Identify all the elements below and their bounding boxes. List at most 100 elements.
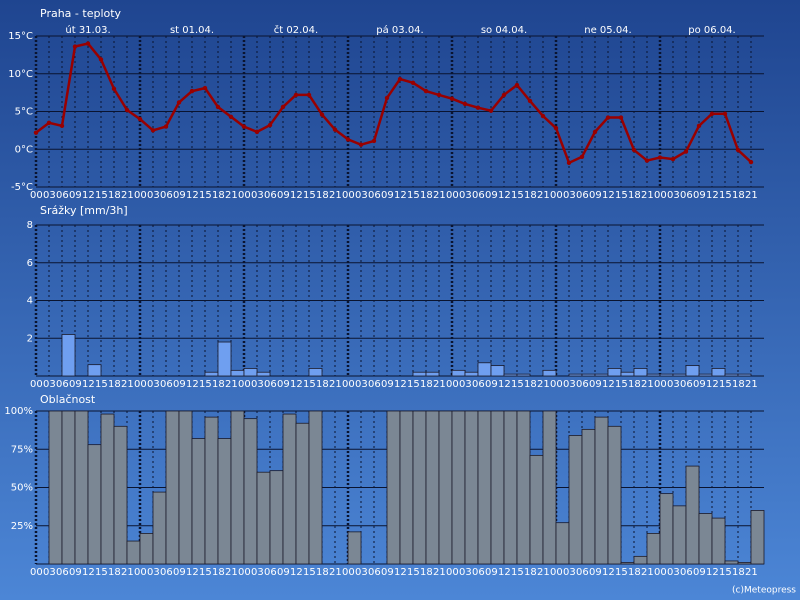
x-tick-label: 03 xyxy=(667,379,680,390)
temperature-point xyxy=(176,100,182,105)
x-tick-label: 03 xyxy=(355,567,368,578)
y-tick-label: 8 xyxy=(27,220,33,231)
day-label: čt 02.04. xyxy=(274,24,318,36)
x-tick-label: 15 xyxy=(719,379,732,390)
day-label: so 04.04. xyxy=(481,25,527,36)
x-tick-label: 15 xyxy=(303,379,316,390)
y-tick-label: 6 xyxy=(27,258,33,269)
x-tick-label: 15 xyxy=(511,567,524,578)
x-tick-label: 09 xyxy=(693,379,706,390)
bar xyxy=(139,533,154,565)
temperature-point xyxy=(423,88,429,94)
temperature-point xyxy=(358,142,364,147)
x-tick-label: 06 xyxy=(264,190,277,201)
bar xyxy=(490,365,505,377)
bar xyxy=(555,522,570,565)
temperature-point xyxy=(540,113,546,119)
x-tick-label: 03 xyxy=(147,379,160,390)
x-tick-label: 03 xyxy=(459,190,472,201)
x-tick-label: 18 xyxy=(420,379,433,390)
chart-title: Srážky [mm/3h] xyxy=(40,204,128,217)
x-tick-label: 12 xyxy=(706,379,719,390)
x-tick-label: 03 xyxy=(667,567,680,578)
x-tick-label: 03 xyxy=(355,379,368,390)
bar xyxy=(87,444,102,565)
temperature-point xyxy=(709,111,715,116)
x-tick-label: 12 xyxy=(394,190,407,201)
bar xyxy=(568,435,583,565)
day-label: po 06.04. xyxy=(688,25,735,36)
x-tick-label: 12 xyxy=(706,190,719,201)
bar xyxy=(698,373,713,377)
chart-title: Praha - teploty xyxy=(40,7,122,20)
bar xyxy=(737,373,752,377)
x-tick-label: 03 xyxy=(563,379,576,390)
x-tick-label: 18 xyxy=(732,379,745,390)
x-tick-label: 03 xyxy=(147,190,160,201)
bar xyxy=(269,470,284,565)
bar xyxy=(100,413,115,565)
temperature-point xyxy=(189,88,195,94)
x-tick-label: 06 xyxy=(56,567,69,578)
bar xyxy=(646,373,661,377)
temperature-point xyxy=(150,128,156,133)
temperature-point xyxy=(33,130,39,135)
bar xyxy=(568,373,583,377)
x-tick-label: 21 xyxy=(537,379,550,390)
bar xyxy=(61,334,76,377)
bar xyxy=(685,365,700,377)
x-tick-label: 00 xyxy=(550,190,563,201)
x-tick-label: 00 xyxy=(238,567,251,578)
temperature-point xyxy=(488,108,494,113)
bar xyxy=(646,533,661,565)
x-tick-label: 18 xyxy=(316,190,329,201)
bar xyxy=(204,416,219,565)
temperature-point xyxy=(462,101,468,107)
x-tick-label: 09 xyxy=(693,567,706,578)
x-tick-label: 06 xyxy=(368,190,381,201)
temperature-point xyxy=(98,57,104,62)
x-tick-label: 15 xyxy=(719,567,732,578)
x-tick-label: 00 xyxy=(550,567,563,578)
x-tick-label: 21 xyxy=(329,379,342,390)
x-tick-label: 21 xyxy=(225,190,238,201)
x-tick-label: 12 xyxy=(394,379,407,390)
x-tick-label: 09 xyxy=(485,190,498,201)
bar xyxy=(126,540,141,565)
x-tick-label: 18 xyxy=(628,379,641,390)
x-tick-label: 06 xyxy=(472,190,485,201)
temperature-point xyxy=(345,137,351,142)
temperature-point xyxy=(85,41,91,46)
temperature-point xyxy=(46,120,52,126)
x-tick-label: 18 xyxy=(212,567,225,578)
x-tick-label: 12 xyxy=(498,567,511,578)
x-tick-label: 00 xyxy=(446,379,459,390)
x-tick-label: 12 xyxy=(186,379,199,390)
x-tick-label: 06 xyxy=(56,379,69,390)
bar xyxy=(451,369,466,377)
x-tick-label: 06 xyxy=(160,567,173,578)
y-tick-label: 75% xyxy=(11,444,33,455)
bar xyxy=(464,410,479,565)
bar xyxy=(711,368,726,377)
bar xyxy=(412,410,427,565)
x-tick-label: 00 xyxy=(342,567,355,578)
x-tick-label: 15 xyxy=(615,190,628,201)
temperature-point xyxy=(384,95,390,101)
x-tick-label: 06 xyxy=(680,379,693,390)
bar xyxy=(425,410,440,565)
x-tick-label: 21 xyxy=(329,567,342,578)
x-tick-label: 00 xyxy=(342,379,355,390)
x-tick-label: 12 xyxy=(186,190,199,201)
x-tick-label: 03 xyxy=(459,379,472,390)
x-tick-label: 00 xyxy=(654,567,667,578)
x-tick-label: 18 xyxy=(316,379,329,390)
temperature-point xyxy=(553,125,559,131)
x-tick-label: 09 xyxy=(485,379,498,390)
x-tick-label: 09 xyxy=(485,567,498,578)
x-tick-label: 21 xyxy=(433,379,446,390)
x-tick-label: 09 xyxy=(173,190,186,201)
x-tick-label: 15 xyxy=(303,567,316,578)
x-tick-label: 09 xyxy=(69,379,82,390)
x-tick-label: 21 xyxy=(745,567,758,578)
